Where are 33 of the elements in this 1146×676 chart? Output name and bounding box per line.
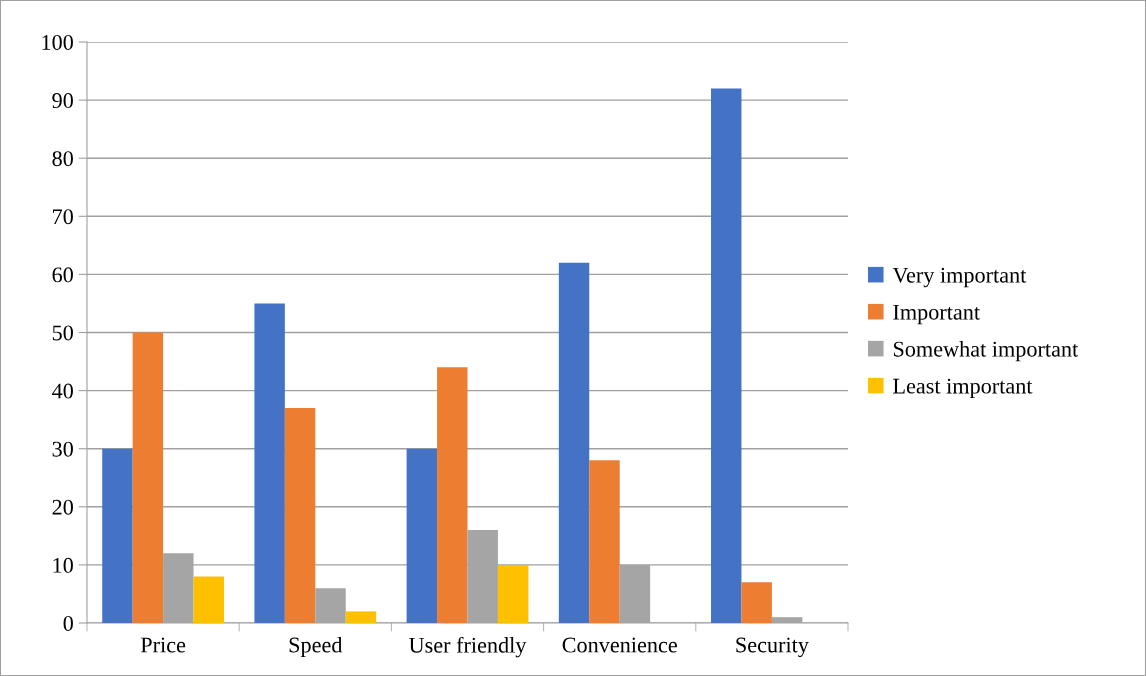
bar (254, 303, 285, 623)
bar (589, 460, 620, 623)
bar (102, 448, 133, 623)
x-tick-label: Speed (289, 636, 343, 658)
legend-label: Important (893, 304, 980, 325)
bar (284, 408, 316, 623)
y-tick-label: 20 (52, 499, 73, 515)
y-tick-label: 0 (63, 615, 73, 631)
y-tick-label: 60 (52, 267, 73, 283)
bar (406, 448, 438, 623)
y-tick-label: 90 (52, 93, 73, 109)
x-tick-label: Convenience (562, 637, 677, 653)
y-tick-label: 10 (53, 557, 73, 573)
bar (345, 611, 377, 623)
legend-label: Somewhat important (893, 341, 1079, 362)
y-tick-label: 100 (42, 34, 73, 50)
bar (497, 564, 529, 623)
legend-label: Very important (892, 267, 1027, 288)
x-tick-label: Security (736, 637, 809, 658)
x-tick-label: User friendly (409, 636, 527, 658)
y-tick-label: 40 (52, 383, 73, 399)
bar (193, 576, 224, 623)
y-tick-label: 80 (52, 151, 73, 167)
bar (741, 582, 772, 623)
y-tick-label: 70 (53, 209, 73, 225)
y-tick-label: 30 (52, 441, 73, 457)
bar (558, 262, 590, 623)
y-tick-label: 50 (52, 325, 73, 341)
legend-label: Least important (893, 378, 1033, 399)
bar (711, 88, 742, 623)
x-tick-label: Price (140, 637, 186, 653)
bar (437, 367, 468, 623)
bar (132, 332, 164, 623)
